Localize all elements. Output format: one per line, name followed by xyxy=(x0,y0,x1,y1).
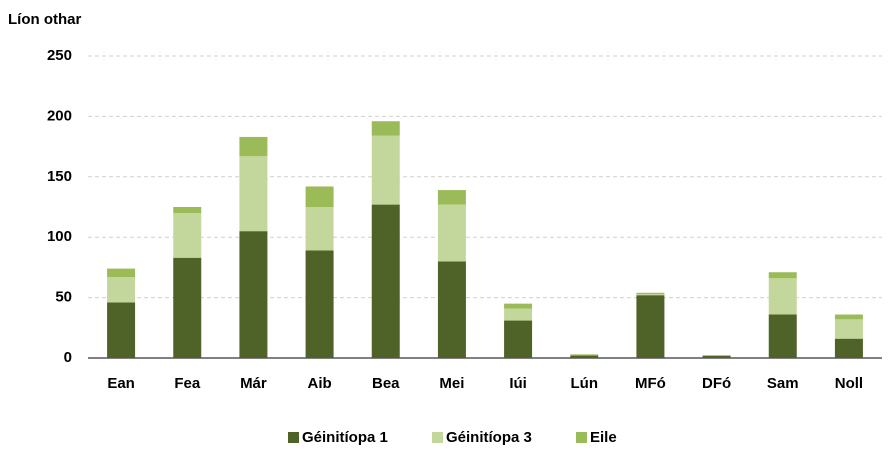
bar-segment xyxy=(636,295,665,358)
bar-segment xyxy=(768,314,797,358)
y-axis-label: Líon othar xyxy=(8,11,81,28)
bar-segment xyxy=(107,268,136,278)
x-tick-label: MFó xyxy=(635,375,666,392)
bar-segment xyxy=(702,355,731,358)
bar-segment xyxy=(636,292,665,294)
legend-swatch xyxy=(288,432,299,443)
bar-segment xyxy=(834,338,863,358)
bar-segment xyxy=(504,308,533,321)
bar-segment xyxy=(173,207,202,214)
x-tick-label: Noll xyxy=(835,375,863,392)
bar-segment xyxy=(636,293,665,296)
x-tick-label: Iúi xyxy=(509,375,527,392)
bar-segment xyxy=(239,156,268,232)
y-tick-label: 0 xyxy=(64,349,72,366)
bar-segment xyxy=(768,272,797,279)
x-tick-label: Aib xyxy=(307,375,331,392)
bar-segment xyxy=(173,257,202,358)
bar-segment xyxy=(834,319,863,339)
bar-segment xyxy=(437,204,466,262)
legend-label: Géinitíopa 3 xyxy=(446,429,532,446)
x-tick-label: Sam xyxy=(767,375,799,392)
legend-swatch xyxy=(576,432,587,443)
bar-segment xyxy=(437,190,466,205)
y-tick-label: 250 xyxy=(47,47,72,64)
x-tick-label: Már xyxy=(240,375,267,392)
bar-segment xyxy=(371,135,400,205)
y-tick-label: 100 xyxy=(47,228,72,245)
bar-segment xyxy=(504,320,533,358)
bar-segment xyxy=(768,278,797,315)
bar-segment xyxy=(371,121,400,136)
legend-swatch xyxy=(432,432,443,443)
bar-segment xyxy=(107,302,136,358)
bar-segment xyxy=(173,213,202,258)
bar-segment xyxy=(239,231,268,358)
bar-segment xyxy=(834,314,863,320)
bar-segment xyxy=(570,354,599,356)
bar-segment xyxy=(504,303,533,309)
bar-segment xyxy=(570,355,599,358)
x-tick-label: Fea xyxy=(174,375,201,392)
bar-segment xyxy=(437,261,466,358)
bar-segment xyxy=(107,277,136,303)
x-tick-label: Ean xyxy=(107,375,135,392)
x-tick-label: DFó xyxy=(702,375,731,392)
legend-label: Géinitíopa 1 xyxy=(302,429,388,446)
bar-segment xyxy=(371,204,400,358)
y-tick-label: 50 xyxy=(55,289,72,306)
y-tick-label: 200 xyxy=(47,107,72,124)
bar-segment xyxy=(305,186,334,207)
bar-segment xyxy=(305,207,334,251)
x-tick-label: Mei xyxy=(439,375,464,392)
bar-segment xyxy=(305,250,334,358)
y-tick-label: 150 xyxy=(47,168,72,185)
x-tick-label: Bea xyxy=(372,375,400,392)
bar-segment xyxy=(239,136,268,157)
x-tick-label: Lún xyxy=(571,375,599,392)
legend-label: Eile xyxy=(590,429,617,446)
